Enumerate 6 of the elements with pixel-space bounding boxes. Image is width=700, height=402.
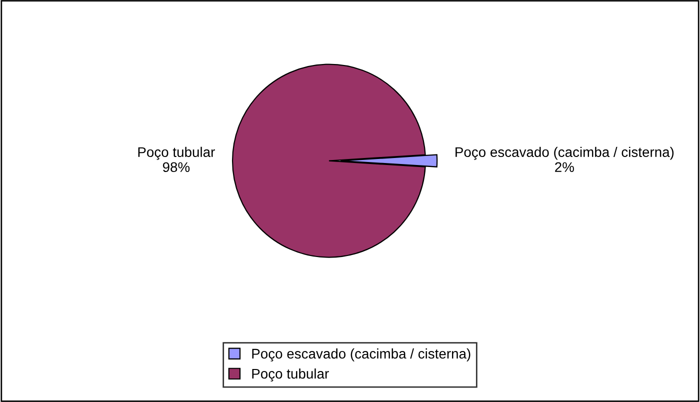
slice-label: Poço escavado (cacimba / cisterna) [456, 146, 674, 160]
legend-label: Poço escavado (cacimba / cisterna) [252, 348, 470, 362]
legend-label: Poço tubular [252, 368, 329, 382]
data-label: 2% [555, 162, 574, 172]
slice-label: Poço tubular [138, 146, 215, 160]
data-label: 98% [162, 162, 190, 172]
